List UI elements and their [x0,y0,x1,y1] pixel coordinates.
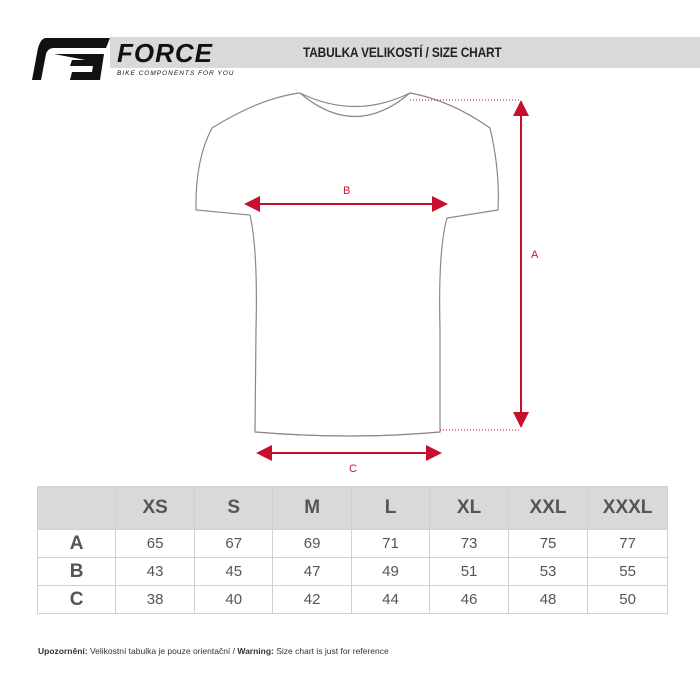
cell: 53 [507,557,589,586]
brand-tagline: BIKE COMPONENTS FOR YOU [117,70,235,77]
cell: 77 [587,529,668,558]
size-header: S [194,486,274,530]
note-cz-label: Upozornění: [38,646,88,656]
tshirt-diagram: A B C [195,92,539,475]
cell: 67 [194,529,274,558]
header-bar [110,37,700,68]
cell: 48 [507,585,589,614]
size-table: XS S M L XL XXL XXXL A 65 67 69 71 73 75… [36,486,668,614]
corner-cell [36,486,117,530]
size-header: XL [429,486,509,530]
label-a: A [531,249,539,261]
force-logo-icon [32,38,110,80]
cell: 75 [507,529,589,558]
cell: 45 [194,557,274,586]
size-header: M [272,486,352,530]
cell: 51 [429,557,509,586]
size-header: XS [115,486,196,530]
cell: 55 [587,557,668,586]
brand-wordmark: FORCE [117,38,213,68]
cell: 65 [115,529,196,558]
header-row: XS S M L XL XXL XXXL [36,486,668,530]
page-title: TABULKA VELIKOSTÍ / SIZE CHART [303,44,502,60]
cell: 73 [429,529,509,558]
note-en-label: Warning: [237,646,274,656]
table-row: B 43 45 47 49 51 53 55 [36,557,668,586]
cell: 69 [272,529,352,558]
cell: 71 [350,529,431,558]
cell: 40 [194,585,274,614]
note-cz-text: Velikostní tabulka je pouze orientační / [87,646,238,656]
tshirt-hem [255,431,441,437]
table-row: C 38 40 42 44 46 48 50 [36,585,668,614]
label-c: C [349,463,357,475]
row-label: A [36,529,117,558]
size-header: XXL [507,486,589,530]
label-b: B [343,185,350,197]
disclaimer: Upozornění: Velikostní tabulka je pouze … [38,646,389,657]
cell: 44 [350,585,431,614]
cell: 47 [272,557,352,586]
cell: 50 [587,585,668,614]
size-header: XXXL [587,486,668,530]
tshirt-outline [195,92,499,437]
cell: 42 [272,585,352,614]
note-en-text: Size chart is just for reference [273,646,389,656]
cell: 43 [115,557,196,586]
table-row: A 65 67 69 71 73 75 77 [36,529,668,558]
row-label: C [36,585,117,614]
cell: 49 [350,557,431,586]
size-header: L [350,486,431,530]
row-label: B [36,557,117,586]
cell: 38 [115,585,196,614]
cell: 46 [429,585,509,614]
tshirt-collar [299,92,411,118]
